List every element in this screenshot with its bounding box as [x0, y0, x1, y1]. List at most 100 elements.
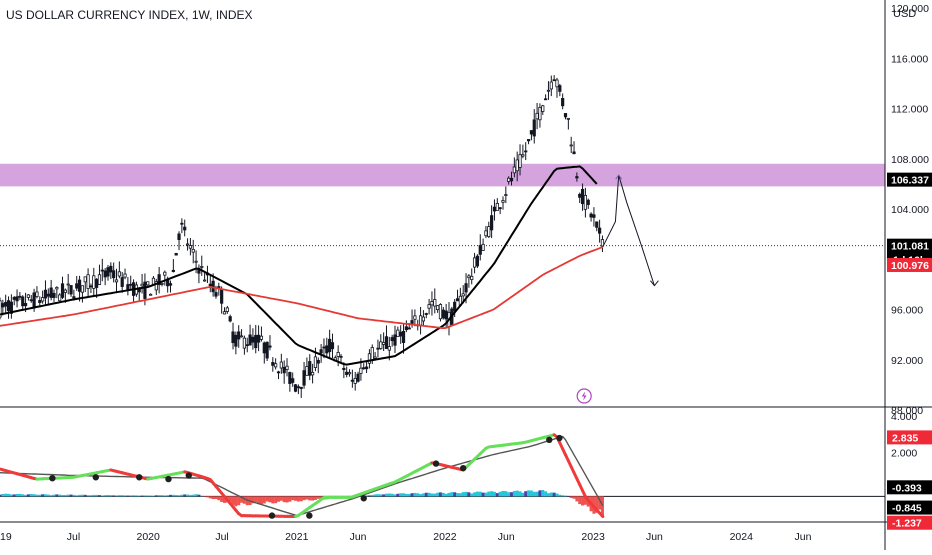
candle-body — [297, 387, 299, 388]
histogram-bar — [195, 494, 198, 496]
histogram-bar — [67, 495, 70, 497]
histogram-bar — [467, 492, 470, 496]
histogram-bar — [476, 492, 479, 497]
candle-body — [266, 342, 268, 358]
candle-body — [147, 282, 149, 285]
candle-body — [144, 282, 146, 298]
candle-body — [39, 300, 41, 302]
histogram-bar — [558, 495, 561, 497]
histogram-bar — [92, 495, 95, 496]
candle-body — [81, 286, 83, 293]
candle-body — [192, 249, 194, 252]
candle-body — [584, 195, 586, 209]
candle-body — [587, 200, 589, 204]
candle-body — [53, 293, 55, 297]
candle-body — [70, 285, 72, 294]
histogram-bar — [305, 496, 308, 499]
histogram-bar — [175, 495, 178, 496]
candle-body — [269, 346, 271, 347]
histogram-bar — [314, 496, 317, 500]
candle-body — [567, 118, 569, 119]
candle-body — [570, 145, 572, 146]
candle-body — [149, 294, 151, 295]
candle-body — [539, 107, 541, 119]
histogram-bar — [288, 496, 291, 501]
histogram-bar — [61, 495, 64, 496]
candle-body — [425, 314, 427, 315]
candle-body — [593, 215, 595, 218]
histogram-bar — [178, 495, 181, 496]
candle-body — [152, 278, 154, 284]
candle-body — [442, 310, 444, 318]
candle-body — [30, 300, 32, 301]
candle-body — [496, 203, 498, 210]
oscillator-tick-label: 2.000 — [891, 448, 917, 460]
histogram-bar — [479, 492, 482, 497]
histogram-bar — [297, 496, 300, 501]
candle-body — [542, 106, 544, 112]
histogram-bar — [115, 495, 118, 496]
oscillator-tag-text: -0.845 — [892, 503, 922, 515]
candle-body — [50, 288, 52, 298]
candle-body — [576, 177, 578, 178]
histogram-bar — [405, 494, 408, 496]
candle-body — [229, 317, 231, 321]
candle-body — [309, 361, 311, 375]
histogram-bar — [459, 493, 462, 496]
candle-body — [559, 86, 561, 92]
histogram-bar — [564, 496, 567, 497]
histogram-bar — [473, 492, 476, 496]
candle-body — [573, 152, 575, 154]
histogram-bar — [536, 492, 539, 497]
candle-body — [377, 348, 379, 349]
price-tag-text: 101.081 — [891, 241, 929, 253]
candle-body — [479, 246, 481, 255]
moving-average-slow — [0, 247, 603, 328]
histogram-bar — [581, 496, 584, 505]
candle-body — [365, 367, 367, 369]
candle-body — [44, 290, 46, 298]
candle-body — [382, 342, 384, 344]
histogram-bar — [308, 496, 311, 500]
price-tick-label: 92.000 — [891, 355, 923, 367]
histogram-bar — [234, 496, 237, 506]
candle-body — [533, 120, 535, 136]
price-tag-text: 100.976 — [891, 260, 929, 272]
candle-body — [172, 270, 174, 271]
histogram-bar — [87, 495, 90, 496]
candle-body — [399, 332, 401, 336]
histogram-bar — [203, 496, 206, 497]
candle-body — [419, 316, 421, 325]
candle-body — [519, 155, 521, 168]
oscillator-cross-marker — [546, 437, 552, 443]
candle-body — [436, 306, 438, 310]
histogram-bar — [158, 495, 161, 496]
candle-body — [73, 297, 75, 298]
histogram-bar — [416, 493, 419, 496]
histogram-bar — [445, 494, 448, 497]
histogram-bar — [260, 496, 263, 504]
oscillator-cross-marker — [136, 474, 142, 480]
histogram-bar — [544, 491, 547, 496]
histogram-bar — [519, 491, 522, 496]
histogram-bar — [408, 494, 411, 496]
candle-body — [343, 368, 345, 369]
histogram-bar — [4, 494, 7, 497]
candle-body — [118, 272, 120, 276]
candle-body — [326, 346, 328, 353]
candle-body — [101, 270, 103, 271]
histogram-bar — [268, 496, 271, 502]
candle-body — [590, 214, 592, 217]
histogram-bar — [430, 493, 433, 496]
histogram-bar — [291, 496, 294, 500]
candle-body — [499, 208, 501, 209]
histogram-bar — [516, 491, 519, 497]
candle-body — [488, 227, 490, 237]
histogram-bar — [274, 496, 277, 503]
candle-body — [195, 261, 197, 262]
histogram-bar — [10, 494, 13, 496]
histogram-bar — [13, 494, 16, 496]
histogram-bar — [50, 495, 53, 496]
time-tick-label: 2022 — [433, 531, 457, 543]
